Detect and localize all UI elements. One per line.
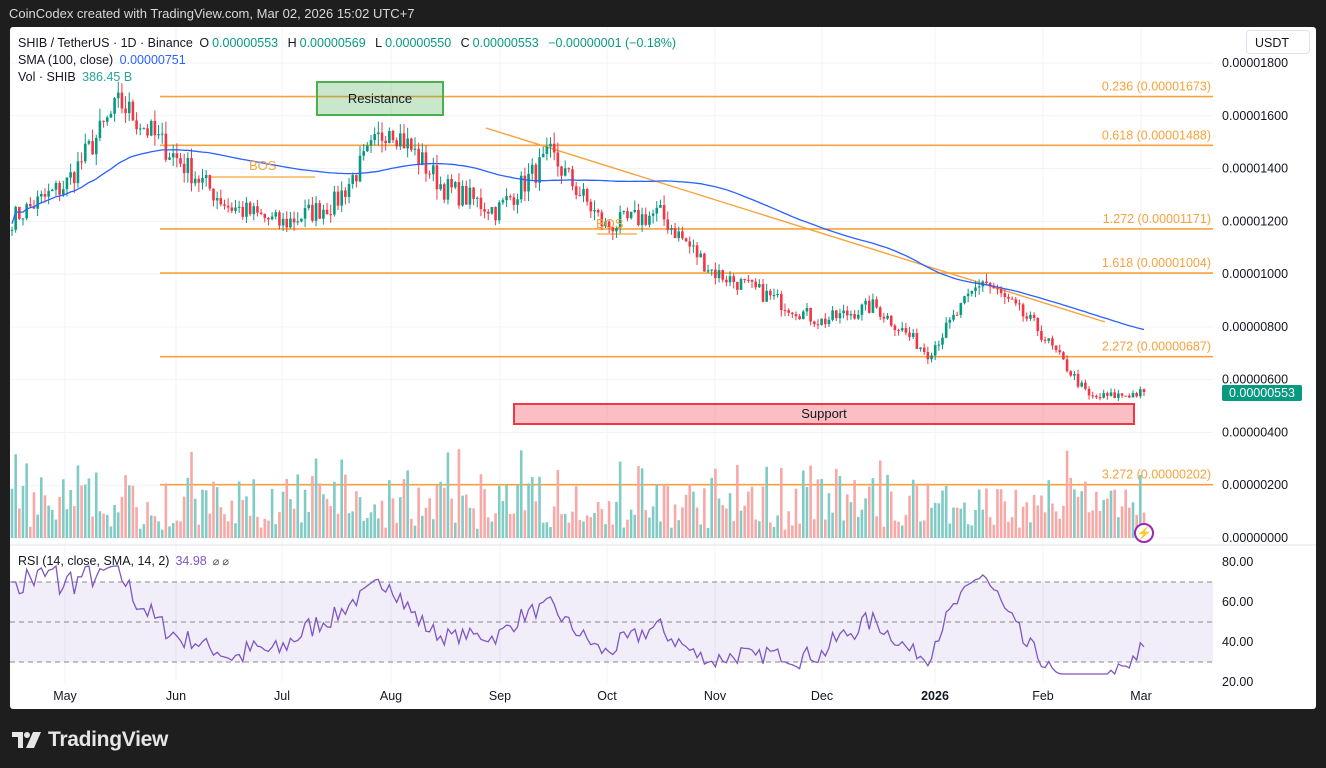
currency-button[interactable]: USDT xyxy=(1246,30,1310,54)
bos-label-2[interactable]: BOS xyxy=(596,216,624,231)
fib-level-label: 2.272 (0.00000687) xyxy=(1102,340,1211,354)
rsi-legend[interactable]: RSI (14, close, SMA, 14, 2) 34.98 ⌀ ⌀ xyxy=(18,554,229,568)
time-axis-label: Sep xyxy=(489,689,511,703)
time-axis-label: Nov xyxy=(704,689,727,703)
time-axis-label: Aug xyxy=(380,689,402,703)
price-axis-label: 0.00000200 xyxy=(1222,478,1288,492)
time-axis-label: Feb xyxy=(1032,689,1054,703)
time-axis-label: 2026 xyxy=(921,689,949,703)
sma-line xyxy=(11,149,1145,331)
price-axis-label: 0.00000400 xyxy=(1222,425,1288,439)
time-axis-label: Mar xyxy=(1130,689,1152,703)
price-axis-label: 0.00000000 xyxy=(1222,531,1288,545)
time-axis-label: Jul xyxy=(274,689,290,703)
fib-level-label: 1.618 (0.00001004) xyxy=(1102,256,1211,270)
fib-level-label: 3.272 (0.00000202) xyxy=(1102,468,1211,482)
change-value: −0.00000001 (−0.18%) xyxy=(548,36,677,50)
price-axis-label: 0.00001200 xyxy=(1222,214,1288,228)
price-axis-label: 0.00001400 xyxy=(1222,162,1288,176)
sma-value: 0.00000751 xyxy=(119,53,186,67)
rsi-axis-label: 60.00 xyxy=(1222,595,1253,609)
bos-label-1[interactable]: BOS xyxy=(249,158,277,173)
resistance-zone[interactable]: Resistance xyxy=(316,81,444,116)
rsi-axis-label: 20.00 xyxy=(1222,675,1253,689)
symbol-title[interactable]: SHIB / TetherUS · 1D · Binance xyxy=(18,36,193,50)
fib-level-label: 0.236 (0.00001673) xyxy=(1102,80,1211,94)
open-value: 0.00000553 xyxy=(212,36,279,50)
footer: TradingView xyxy=(0,709,1326,768)
time-axis-label: May xyxy=(53,689,77,703)
rsi-axis-label: 40.00 xyxy=(1222,635,1253,649)
last-price-tag: 0.00000553 xyxy=(1222,385,1302,401)
time-axis-label: Jun xyxy=(166,689,186,703)
rsi-label: RSI (14, close, SMA, 14, 2) xyxy=(18,554,170,568)
chart-caption: CoinCodex created with TradingView.com, … xyxy=(9,6,415,21)
tradingview-logo: TradingView xyxy=(12,728,168,752)
volume-bars xyxy=(10,449,1146,538)
hidden-icons: ⌀ ⌀ xyxy=(212,556,230,568)
price-axis-label: 0.00001000 xyxy=(1222,267,1288,281)
ohlc-row: SHIB / TetherUS · 1D · Binance O 0.000005… xyxy=(18,36,677,50)
fib-level-label: 0.618 (0.00001488) xyxy=(1102,128,1211,142)
low-value: 0.00000550 xyxy=(385,36,452,50)
high-value: 0.00000569 xyxy=(299,36,366,50)
tradingview-logo-icon xyxy=(12,732,41,748)
time-axis-label: Oct xyxy=(597,689,617,703)
price-axis-label: 0.00000800 xyxy=(1222,320,1288,334)
rsi-value: 34.98 xyxy=(175,554,207,568)
sma-row[interactable]: SMA (100, close) 0.00000751 xyxy=(18,53,186,67)
price-axis-label: 0.00001800 xyxy=(1222,56,1288,70)
chart-frame[interactable]: SHIB / TetherUS · 1D · Binance O 0.000005… xyxy=(10,27,1316,709)
time-axis-label: Dec xyxy=(811,689,833,703)
candles xyxy=(10,81,1146,401)
price-chart[interactable]: 0.00001800 0.00001600 0.00001400 0.00001200… xyxy=(10,27,1316,709)
rsi-axis-label: 80.00 xyxy=(1222,555,1253,569)
volume-row[interactable]: Vol · SHIB 386.45 B xyxy=(18,70,133,84)
support-zone[interactable]: Support xyxy=(513,403,1135,425)
volume-value: 386.45 B xyxy=(82,70,133,84)
fib-level-label: 1.272 (0.00001171) xyxy=(1103,212,1211,226)
price-axis-label: 0.00001600 xyxy=(1222,109,1288,123)
symbol-legend: SHIB / TetherUS · 1D · Binance O 0.000005… xyxy=(18,35,679,86)
rsi-line xyxy=(12,564,1145,676)
close-value: 0.00000553 xyxy=(472,36,539,50)
price-axis-label: 0.00000600 xyxy=(1222,373,1288,387)
lightning-icon[interactable]: ⚡ xyxy=(1134,523,1154,543)
